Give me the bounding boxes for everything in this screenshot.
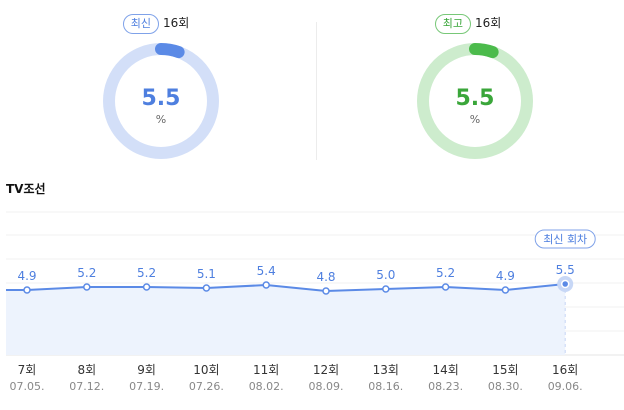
best-episode: 16회 [474,16,502,30]
value-label: 5.0 [376,268,395,282]
data-point [560,279,570,289]
x-tick-label: 7회 [18,363,37,377]
data-point [322,287,330,295]
latest-episode-tag [534,229,596,249]
x-date-label: 07.26. [189,380,224,393]
x-date-label: 08.16. [368,380,403,393]
channel-title: TV조선 [6,182,46,196]
value-label: 5.2 [77,266,96,280]
x-date-label: 09.06. [548,380,583,393]
data-point [83,283,91,291]
data-point [202,284,211,292]
data-point [23,286,31,294]
value-label: 5.4 [257,264,276,278]
latest-value: 5.5 [141,86,181,111]
x-tick-label: 16회 [552,363,578,377]
ratings-chart: 4.9 7회 07.05. 5.2 8회 07.12. 5.2 9회 07.19. 5.1 10회 0… [6,211,624,393]
value-label: 4.9 [496,269,515,283]
latest-unit: % [155,113,167,126]
x-date-label: 07.05. [10,380,45,393]
x-date-label: 08.02. [249,380,284,393]
latest-ring-gauge: 5.5 % [102,42,220,160]
x-tick-label: 9회 [137,363,156,377]
latest-rating-panel: 최신 16회 5.5 % [0,0,312,165]
best-header: 최고 16회 [312,14,624,34]
area-fill [6,284,566,355]
x-tick-label: 10회 [193,363,219,377]
best-ring-arc [417,43,533,159]
value-label: 4.9 [17,269,36,283]
x-tick-label: 12회 [313,363,339,377]
x-date-label: 08.09. [309,380,344,393]
value-label: 5.2 [137,266,156,280]
latest-episode: 16회 [162,16,190,30]
x-date-label: 08.23. [428,380,463,393]
x-date-label: 08.30. [488,380,523,393]
best-rating-panel: 최고 16회 5.5 % [312,0,624,165]
latest-header: 최신 16회 [0,14,312,34]
best-ring-gauge: 5.5 % [416,42,534,160]
x-tick-label: 14회 [432,363,458,377]
best-badge: 최고 [434,14,471,34]
data-point [262,281,270,289]
data-point [382,285,390,293]
value-label: 5.1 [197,267,216,281]
value-label: 5.5 [556,263,575,277]
best-value: 5.5 [455,86,495,111]
best-unit: % [469,113,481,126]
x-tick-label: 15회 [492,363,518,377]
x-tick-label: 11회 [253,363,279,377]
x-date-label: 07.19. [129,380,164,393]
data-point [501,286,510,294]
x-tick-label: 8회 [77,363,96,377]
value-label: 4.8 [316,270,335,284]
latest-badge: 최신 [122,14,159,34]
x-date-label: 07.12. [69,380,104,393]
latest-episode-tag-label: 최신 회차 [543,233,587,246]
x-tick-label: 13회 [373,363,399,377]
data-point [441,283,450,291]
panel-divider [316,22,317,160]
value-label: 5.2 [436,266,455,280]
latest-ring-arc [103,43,219,159]
data-point [142,283,151,291]
